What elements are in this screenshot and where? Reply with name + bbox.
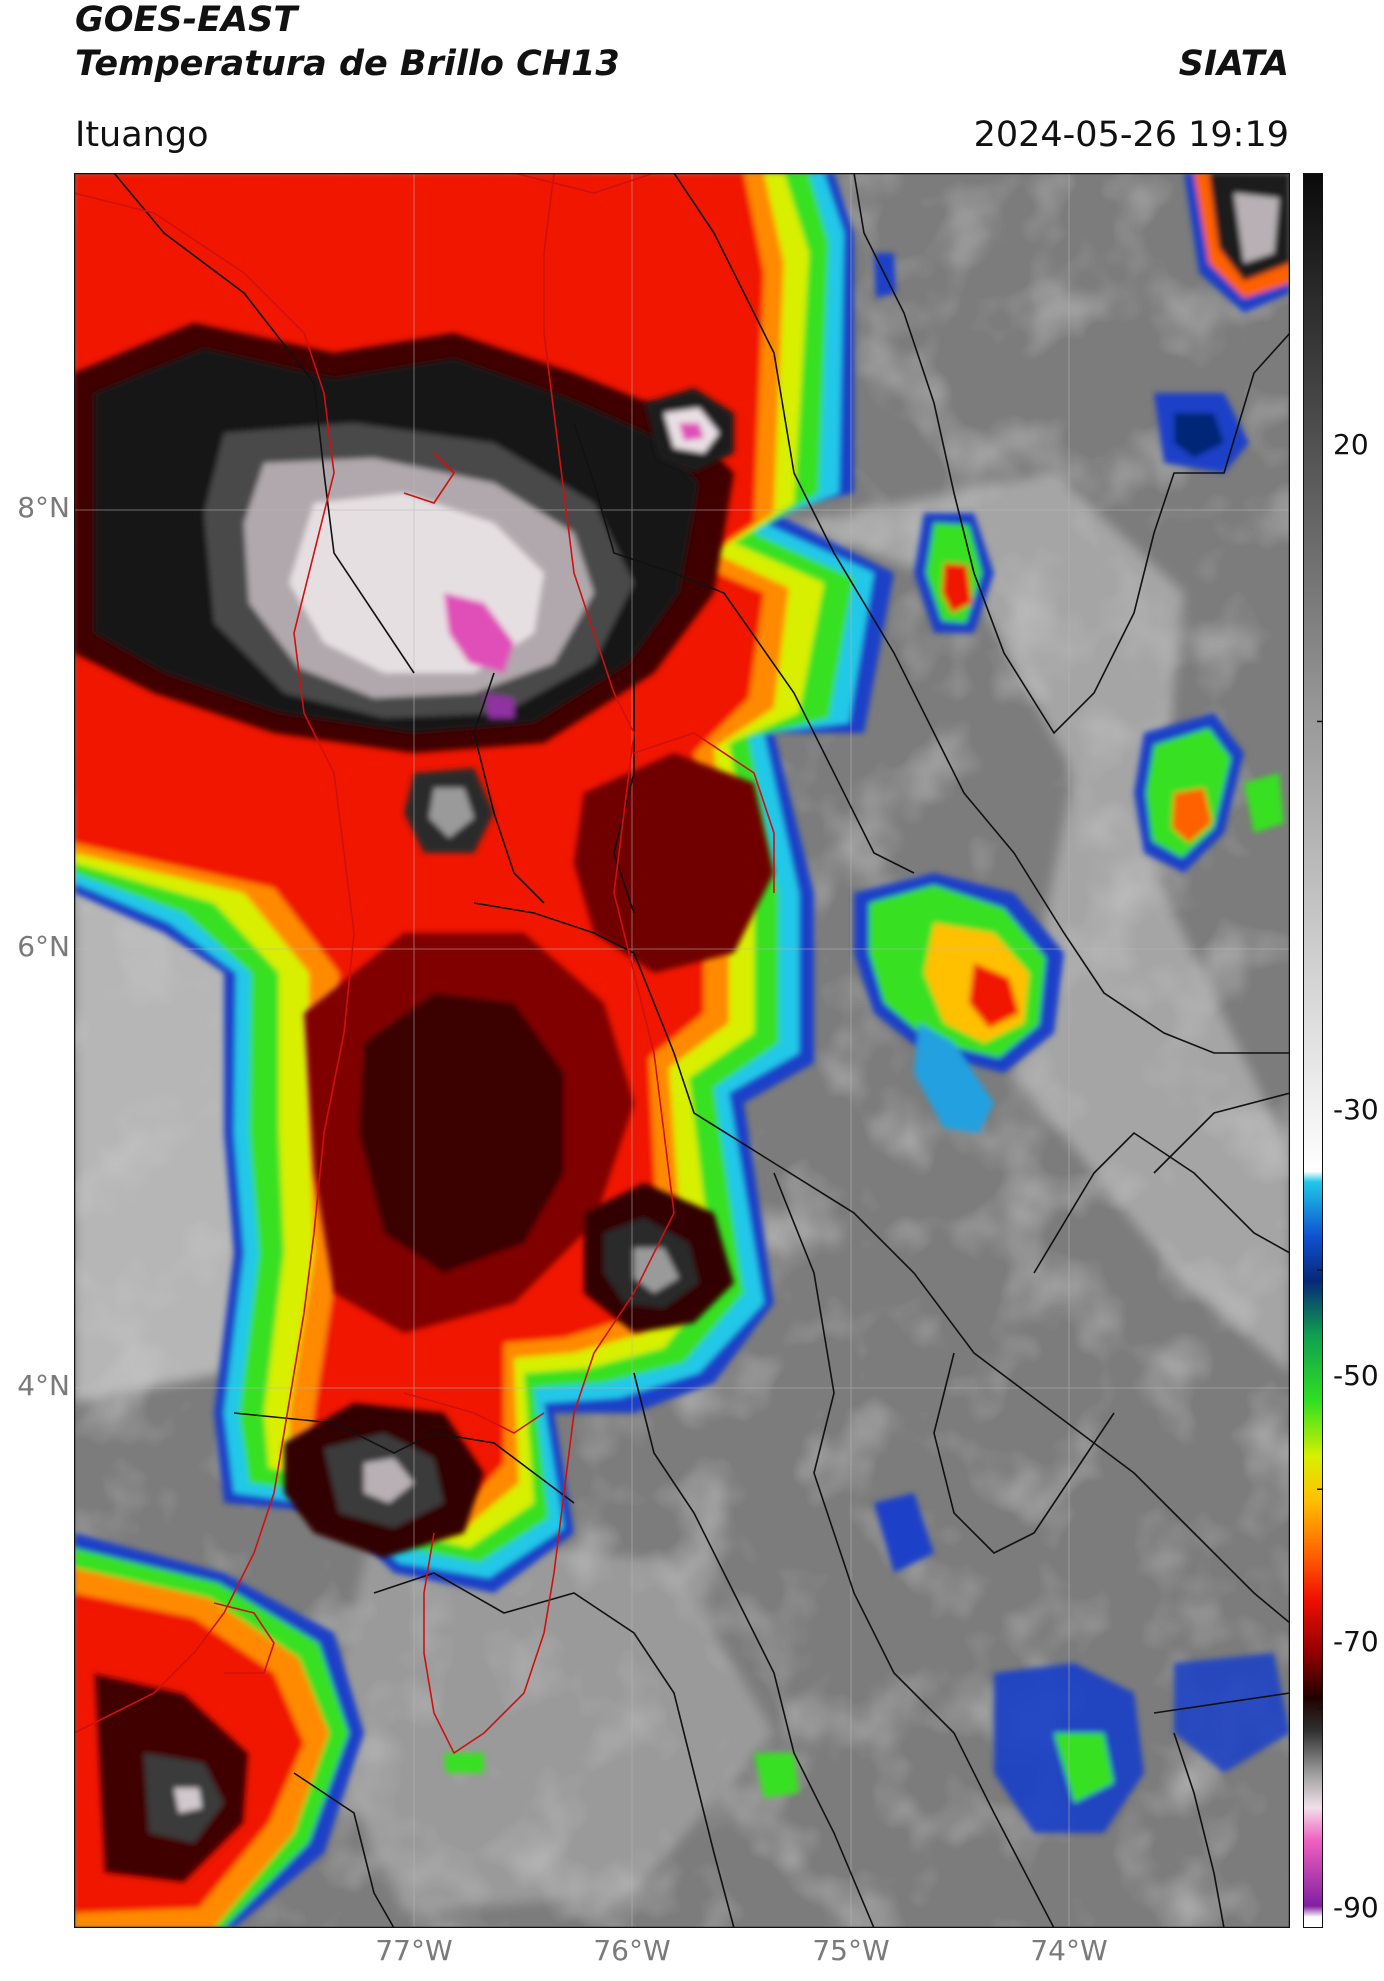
colorbar-frame [1303,173,1323,1928]
colorbar-tick-minus30: -30 [1333,1093,1379,1126]
cloud-southwest [74,1533,364,1928]
lat-label-8n: 8°N [17,491,70,524]
lon-label-74w: 74°W [1030,1934,1108,1967]
colorbar-tick-minus50: -50 [1333,1359,1379,1392]
lon-label-76w: 76°W [593,1934,671,1967]
colorbar-tick-20: 20 [1333,428,1369,461]
lat-label-4n: 4°N [17,1369,70,1402]
national-border [74,173,775,1755]
satellite-title: GOES-EAST [75,0,298,40]
light-cloud-streak [794,473,1290,1373]
light-cloud-south [324,1523,774,1913]
departmental-borders [113,173,1290,1928]
graticule [74,173,1290,1928]
map-frame [74,173,1290,1928]
lon-label-77w: 77°W [375,1934,453,1967]
colorbar-tick-minus90: -90 [1333,1891,1379,1924]
cold-core-central [284,388,774,1558]
colorbar [1303,173,1323,1928]
lon-label-75w: 75°W [812,1934,890,1967]
colorbar-fill [1303,173,1323,1928]
cold-core-north [74,323,734,753]
satellite-map [74,173,1290,1928]
location-label: Ituango [75,115,209,155]
organization-label: SIATA [1178,44,1289,84]
lat-label-6n: 6°N [17,930,70,963]
datetime-label: 2024-05-26 19:19 [973,115,1289,155]
colorbar-tick-minus70: -70 [1333,1625,1379,1658]
product-title: Temperatura de Brillo CH13 [75,44,620,84]
